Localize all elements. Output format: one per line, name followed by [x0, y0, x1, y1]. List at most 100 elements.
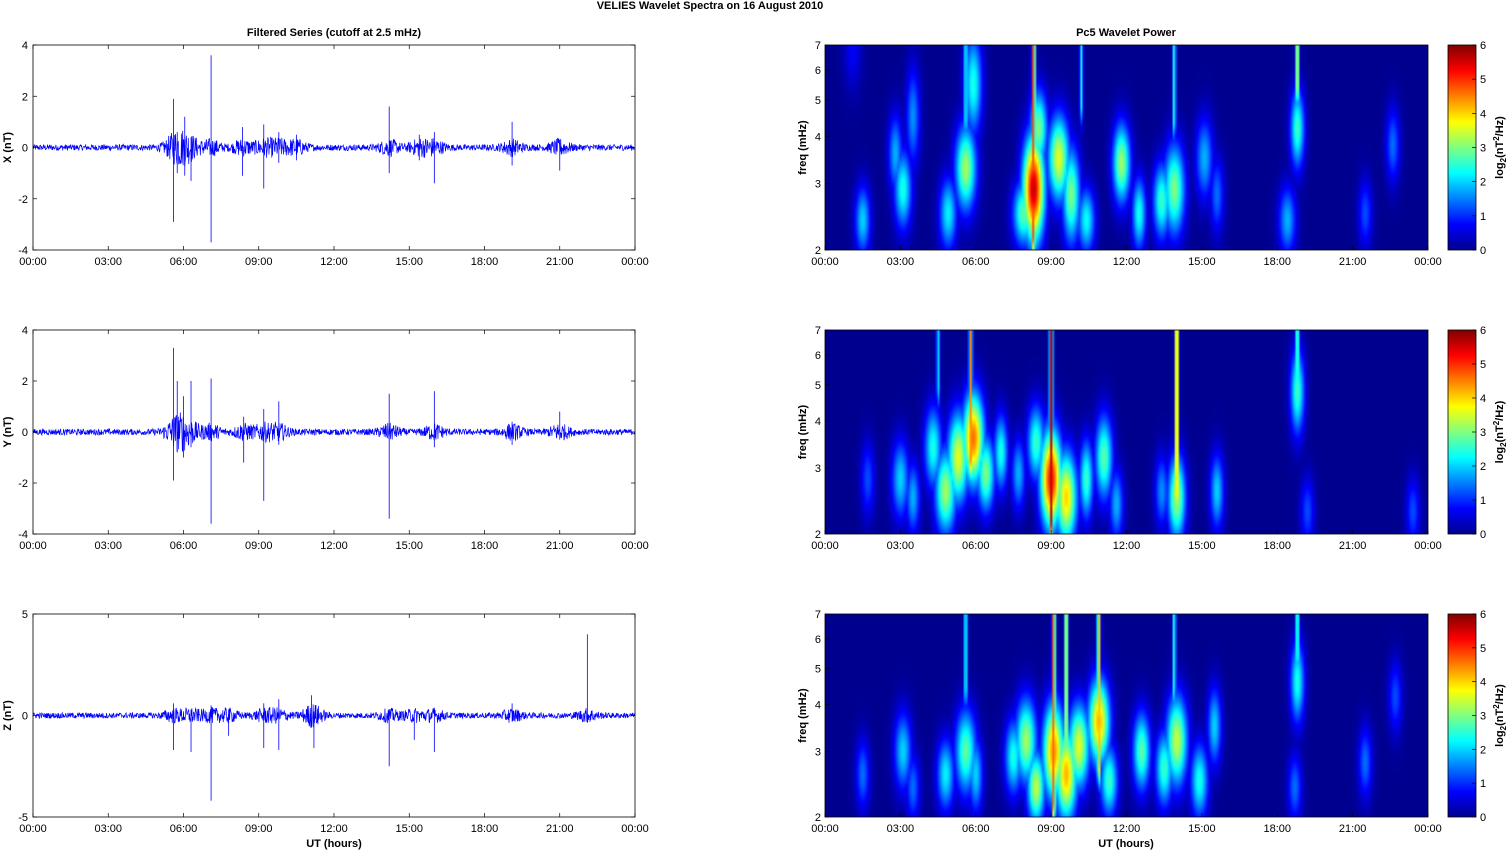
series-panel-x: -4 -2 0 2 4 00:00 03:00 06:00 09:00 12:00 15:00 18:…	[2, 40, 649, 268]
freq-tick-label-1: 3	[815, 746, 821, 758]
y-tick-label-1: 0	[22, 711, 28, 723]
x-tick-label-7: 21:00	[546, 540, 574, 552]
x-tick-label-4: 12:00	[1113, 823, 1141, 835]
x-tick-label-6: 18:00	[471, 823, 499, 835]
right-xlabel: UT (hours)	[1098, 838, 1154, 850]
x-tick-label-0: 00:00	[811, 823, 839, 835]
x-tick-label-6: 18:00	[471, 540, 499, 552]
freq-tick-label-2: 4	[815, 700, 821, 712]
x-tick-label-1: 03:00	[887, 823, 915, 835]
x-tick-label-6: 18:00	[1263, 823, 1291, 835]
colorbar-tick-label-6: 6	[1480, 325, 1486, 337]
x-tick-label-7: 21:00	[1339, 823, 1367, 835]
x-tick-label-0: 00:00	[19, 540, 47, 552]
x-tick-label-3: 09:00	[1037, 823, 1065, 835]
colorbar-tick-label-1: 1	[1480, 211, 1486, 223]
colorbar-tick-label-6: 6	[1480, 609, 1486, 621]
x-tick-label-0: 00:00	[19, 256, 47, 268]
figure-title: VELIES Wavelet Spectra on 16 August 2010	[597, 0, 824, 12]
x-tick-label-5: 15:00	[1188, 540, 1216, 552]
y-axis-label: Y (nT)	[2, 416, 14, 447]
x-tick-label-2: 06:00	[170, 823, 198, 835]
y-tick-label-1: -2	[18, 194, 28, 206]
wavelet-panel-0: 2 3 4 5 6 7 00:00 03:00 06:00 09:00 12:00 15:00 18:0…	[797, 40, 1508, 268]
freq-tick-label-4: 6	[815, 350, 821, 362]
y-axis-label: Z (nT)	[2, 700, 14, 731]
x-tick-label-4: 12:00	[320, 256, 348, 268]
x-tick-label-3: 09:00	[245, 256, 273, 268]
y-tick-label-3: 2	[22, 91, 28, 103]
series-panel-z: -5 0 5 00:00 03:00 06:00 09:00 12:00 15:00 18:00 2…	[2, 609, 649, 835]
x-tick-label-5: 15:00	[395, 823, 423, 835]
freq-tick-label-5: 7	[815, 609, 821, 621]
colorbar-tick-label-5: 5	[1480, 643, 1486, 655]
colorbar-tick-label-3: 3	[1480, 427, 1486, 439]
x-tick-label-4: 12:00	[320, 823, 348, 835]
x-tick-label-8: 00:00	[1414, 823, 1442, 835]
x-tick-label-4: 12:00	[320, 540, 348, 552]
freq-axis-label: freq (mHz)	[797, 120, 809, 175]
x-tick-label-4: 12:00	[1113, 256, 1141, 268]
x-tick-label-8: 00:00	[621, 540, 649, 552]
wavelet-power-map	[825, 330, 1428, 534]
freq-tick-label-3: 5	[815, 380, 821, 392]
colorbar-tick-label-6: 6	[1480, 40, 1486, 52]
y-tick-label-2: 0	[22, 427, 28, 439]
freq-tick-label-3: 5	[815, 95, 821, 107]
colorbar-tick-label-4: 4	[1480, 108, 1486, 120]
left-column-title: Filtered Series (cutoff at 2.5 mHz)	[247, 27, 422, 39]
freq-tick-label-5: 7	[815, 40, 821, 52]
x-tick-label-2: 06:00	[962, 823, 990, 835]
y-axis-label: X (nT)	[2, 132, 14, 163]
colorbar-tick-label-2: 2	[1480, 177, 1486, 189]
freq-tick-label-0: 2	[815, 812, 821, 824]
series-trace	[32, 704, 636, 728]
freq-tick-label-0: 2	[815, 245, 821, 257]
freq-tick-label-3: 5	[815, 664, 821, 676]
freq-tick-label-2: 4	[815, 132, 821, 144]
x-tick-label-5: 15:00	[1188, 256, 1216, 268]
x-tick-label-4: 12:00	[1113, 540, 1141, 552]
colorbar-tick-label-5: 5	[1480, 359, 1486, 371]
x-tick-label-3: 09:00	[1037, 540, 1065, 552]
x-tick-label-7: 21:00	[546, 823, 574, 835]
y-tick-label-3: 2	[22, 376, 28, 388]
freq-tick-label-1: 3	[815, 463, 821, 475]
colorbar-tick-label-4: 4	[1480, 393, 1486, 405]
wavelet-panel-2: 2 3 4 5 6 7 00:00 03:00 06:00 09:00 12:00 15:00 18:0…	[797, 609, 1508, 835]
freq-tick-label-0: 2	[815, 529, 821, 541]
x-tick-label-5: 15:00	[1188, 823, 1216, 835]
freq-tick-label-5: 7	[815, 325, 821, 337]
colorbar-label: log2(nT2/Hz)	[1492, 116, 1508, 179]
x-tick-label-6: 18:00	[471, 256, 499, 268]
y-tick-label-2: 5	[22, 609, 28, 621]
x-tick-label-0: 00:00	[811, 256, 839, 268]
colorbar-tick-label-5: 5	[1480, 74, 1486, 86]
colorbar-tick-label-2: 2	[1480, 744, 1486, 756]
colorbar	[1447, 613, 1477, 818]
series-trace	[32, 412, 636, 453]
wavelet-power-map	[825, 45, 1428, 250]
colorbar	[1447, 44, 1477, 251]
colorbar-label: log2(nT2/Hz)	[1492, 684, 1508, 747]
freq-tick-label-4: 6	[815, 65, 821, 77]
x-tick-label-3: 09:00	[245, 540, 273, 552]
x-tick-label-2: 06:00	[962, 540, 990, 552]
colorbar-tick-label-0: 0	[1480, 812, 1486, 824]
colorbar-tick-label-1: 1	[1480, 778, 1486, 790]
x-tick-label-7: 21:00	[1339, 256, 1367, 268]
freq-axis-label: freq (mHz)	[797, 404, 809, 459]
freq-tick-label-1: 3	[815, 179, 821, 191]
x-tick-label-8: 00:00	[1414, 256, 1442, 268]
series-trace	[32, 130, 636, 167]
freq-tick-label-4: 6	[815, 634, 821, 646]
y-tick-label-4: 4	[22, 40, 28, 52]
x-tick-label-7: 21:00	[1339, 540, 1367, 552]
colorbar-tick-label-1: 1	[1480, 495, 1486, 507]
x-tick-label-2: 06:00	[170, 540, 198, 552]
x-tick-label-2: 06:00	[170, 256, 198, 268]
colorbar-tick-label-0: 0	[1480, 529, 1486, 541]
x-tick-label-1: 03:00	[94, 823, 122, 835]
x-tick-label-0: 00:00	[19, 823, 47, 835]
y-tick-label-2: 0	[22, 143, 28, 155]
